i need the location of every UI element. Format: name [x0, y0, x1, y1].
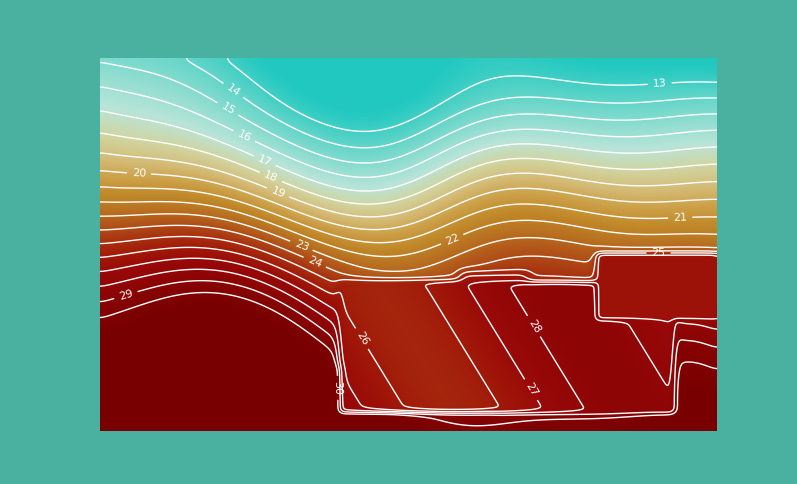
Text: 20: 20 — [132, 168, 147, 179]
Text: 15: 15 — [219, 101, 237, 117]
Text: 16: 16 — [236, 128, 253, 144]
Text: 23: 23 — [293, 239, 310, 253]
Text: 17: 17 — [257, 153, 273, 168]
Text: 22: 22 — [444, 232, 461, 247]
Text: 19: 19 — [270, 185, 287, 200]
Text: 30: 30 — [332, 381, 343, 395]
Text: 29: 29 — [118, 288, 134, 302]
Text: 26: 26 — [354, 330, 370, 348]
Text: 25: 25 — [651, 248, 665, 258]
Text: 27: 27 — [523, 381, 539, 398]
Text: 24: 24 — [306, 255, 324, 270]
Text: 18: 18 — [262, 169, 279, 184]
Text: 21: 21 — [673, 212, 688, 223]
Text: 13: 13 — [653, 78, 667, 89]
Text: 28: 28 — [526, 318, 542, 335]
Text: 14: 14 — [225, 82, 242, 99]
